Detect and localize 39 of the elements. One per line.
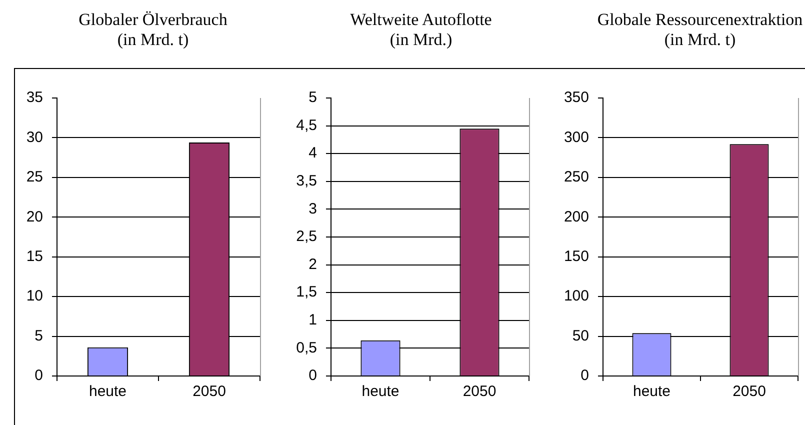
chart-subtitle: (in Mrd. t) [664,30,736,50]
y-tick-label: 0 [580,367,589,384]
y-tick-label: 0 [308,367,317,384]
x-tick-label: heute [88,383,127,400]
y-tick-label: 4,5 [296,116,317,134]
y-tick-label: 150 [564,248,589,265]
y-tick-label: 5 [34,327,43,344]
y-tick-label: 15 [26,248,43,265]
chart-title: Weltweite Autoflotte [350,10,492,30]
chart-subtitle: (in Mrd.) [390,30,452,50]
y-tick-label: 1,5 [296,284,317,301]
y-tick-label: 25 [26,168,43,186]
y-tick-label: 10 [26,288,43,305]
y-tick-label: 0 [34,367,43,384]
chart-title: Globaler Ölverbrauch [78,10,228,30]
y-tick-label: 2,5 [296,228,317,246]
y-tick-label: 2 [308,256,317,273]
y-tick-label: 20 [26,208,43,226]
y-tick-label: 3,5 [296,172,317,190]
y-tick-label: 300 [564,128,589,146]
x-tick-label: 2050 [732,383,766,400]
y-tick-label: 3 [308,200,317,218]
x-tick-label: heute [632,383,671,400]
y-tick-label: 5 [308,89,317,106]
y-tick-label: 50 [572,327,589,344]
y-tick-label: 350 [564,89,589,106]
y-tick-label: 100 [564,288,589,305]
y-tick-label: 4 [308,144,317,162]
y-tick-label: 200 [564,208,589,226]
y-tick-label: 35 [26,89,43,106]
y-tick-label: 250 [564,168,589,186]
y-tick-label: 30 [26,128,43,146]
chart-subtitle: (in Mrd. t) [117,30,189,50]
y-tick-label: 1 [308,312,317,329]
y-tick-label: 0,5 [296,339,317,356]
x-tick-label: 2050 [192,383,226,400]
x-tick-label: heute [362,383,400,400]
chart-title: Globale Ressourcenextraktion [597,10,803,30]
x-tick-label: 2050 [462,383,496,400]
